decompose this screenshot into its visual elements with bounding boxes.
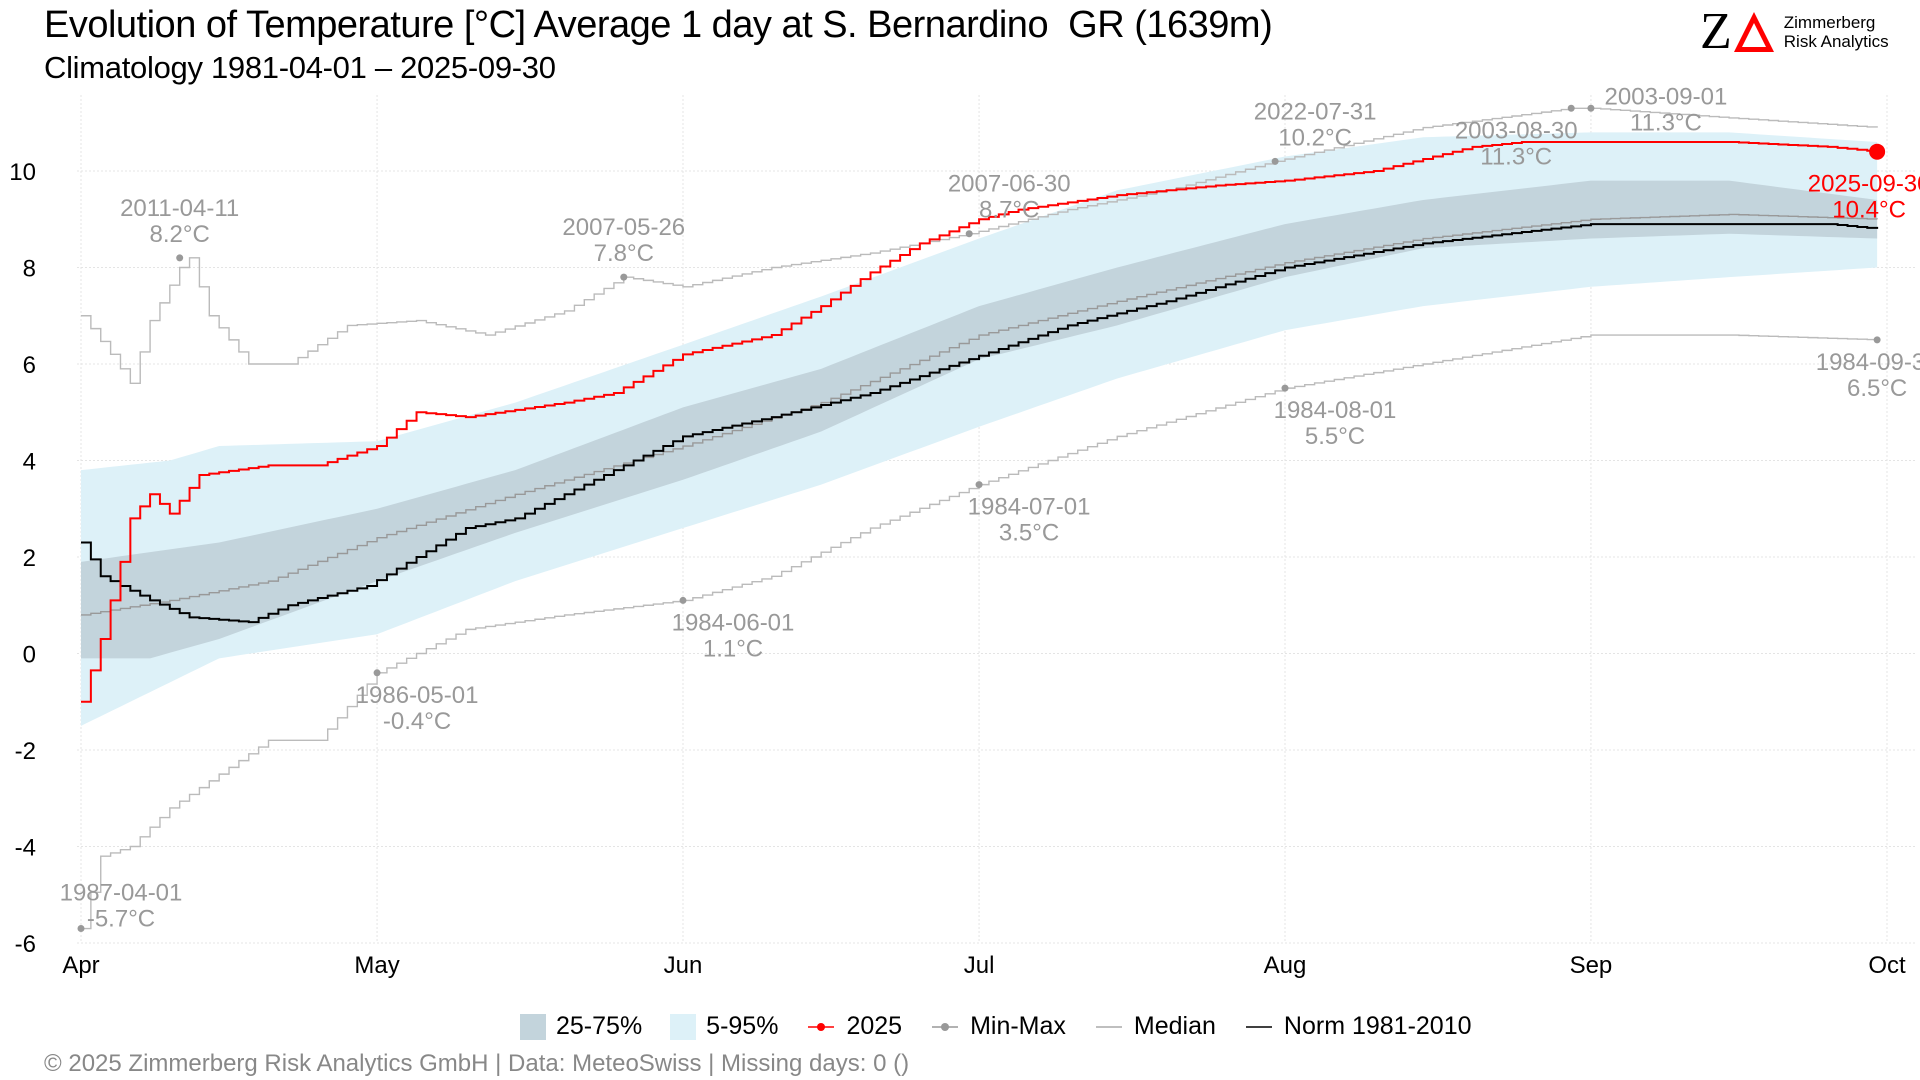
legend-swatch (520, 1013, 546, 1040)
legend: 25-75% 5-95% 2025 Min-Max Median Norm 1981-20… (520, 1012, 1486, 1041)
annotation-point (77, 925, 85, 933)
annotation-date: 2025-09-30 (1808, 171, 1920, 198)
annotation-value: 10.2°C (1278, 124, 1352, 151)
annotation-point (1873, 336, 1881, 344)
annotation-point (373, 669, 381, 677)
logo-line1: Zimmerberg (1783, 13, 1876, 32)
legend-line-icon (1095, 1025, 1122, 1028)
annotation-value: 10.4°C (1832, 197, 1906, 224)
legend-item: 5-95% (670, 1012, 778, 1041)
series-line-min (81, 334, 1878, 930)
annotation-point (1271, 157, 1279, 165)
chart-title: Evolution of Temperature [°C] Average 1 … (44, 4, 1273, 46)
annotation-date: 2003-08-30 (1455, 117, 1578, 144)
legend-label: 5-95% (706, 1012, 779, 1040)
annotation-date: 1984-09-30 (1816, 349, 1920, 376)
annotation-point (1281, 384, 1289, 392)
y-tick-label: 8 (23, 256, 36, 283)
annotation-date: 2007-05-26 (562, 214, 685, 241)
y-tick-label: -2 (15, 738, 36, 765)
company-logo: Z Zimmerberg Risk Analytics (1700, 3, 1889, 60)
annotation-value: 11.3°C (1630, 109, 1702, 136)
x-tick-label: Oct (1868, 952, 1906, 979)
legend-label: 2025 (846, 1012, 903, 1040)
annotation-point (1567, 104, 1575, 112)
annotation-date: 1984-07-01 (968, 494, 1091, 521)
y-tick-label: 6 (23, 352, 36, 379)
annotation-point (1869, 143, 1886, 160)
annotation-value: 5.5°C (1305, 423, 1365, 450)
legend-swatch (670, 1013, 697, 1040)
footer-credits: © 2025 Zimmerberg Risk Analytics GmbH | … (44, 1050, 910, 1077)
annotation-point (620, 273, 628, 281)
legend-label: Norm 1981-2010 (1283, 1012, 1472, 1040)
logo-triangle-icon (1733, 12, 1774, 52)
annotation-value: 3.5°C (999, 520, 1059, 547)
annotation-value: 7.8°C (594, 240, 654, 267)
annotation-point (1587, 104, 1595, 112)
annotation-date: 1984-06-01 (672, 609, 795, 636)
legend-label: Min-Max (970, 1012, 1066, 1040)
annotation-point (975, 481, 983, 489)
x-tick-label: Apr (62, 952, 99, 979)
annotation-value: 6.5°C (1847, 375, 1907, 402)
legend-label: 25-75% (556, 1012, 643, 1040)
band-595 (81, 132, 1878, 726)
annotation-value: -0.4°C (383, 708, 451, 735)
y-tick-label: -6 (15, 931, 36, 958)
series-line-norm-1981-2010 (81, 223, 1879, 624)
annotation-date: 2007-06-30 (948, 171, 1071, 198)
annotation-value: -5.7°C (87, 906, 155, 933)
annotation-point (679, 596, 687, 604)
legend-item: 25-75% (520, 1012, 642, 1041)
legend-line-icon (1245, 1025, 1272, 1028)
annotation-date: 1986-05-01 (356, 682, 479, 709)
annotation-value: 11.3°C (1480, 143, 1552, 170)
logo-mark: Z (1700, 3, 1732, 60)
chart-subtitle: Climatology 1981-04-01 – 2025-09-30 (44, 50, 556, 85)
y-tick-label: 2 (23, 545, 36, 572)
temperature-chart: -6 -4 -2 0 2 4 6 8 10 Apr May Jun Jul Aug Sep Oct 2011-0… (9, 83, 1920, 979)
annotation-point (176, 254, 184, 262)
legend-item: 2025 (806, 1012, 902, 1041)
y-tick-label: -4 (15, 835, 36, 862)
logo-line2: Risk Analytics (1783, 32, 1889, 51)
annotation-point (965, 230, 973, 238)
x-tick-label: Jun (664, 952, 703, 979)
legend-item: Min-Max (930, 1012, 1066, 1041)
annotation-value: 8.2°C (150, 221, 210, 248)
y-tick-label: 10 (9, 159, 36, 186)
x-tick-label: Jul (964, 952, 995, 979)
legend-label: Median (1133, 1012, 1216, 1040)
annotation-date: 2022-07-31 (1254, 98, 1377, 125)
y-tick-label: 0 (23, 642, 36, 669)
annotation-value: 1.1°C (703, 635, 763, 662)
annotation-date: 1987-04-01 (60, 880, 183, 907)
legend-item: Norm 1981-2010 (1244, 1012, 1472, 1041)
series-line-median (81, 213, 1878, 616)
annotation-value: 8.7°C (979, 197, 1039, 224)
legend-item: Median (1094, 1012, 1216, 1041)
annotation-date: 2011-04-11 (120, 195, 239, 222)
y-tick-label: 4 (23, 449, 36, 476)
annotation-date: 1984-08-01 (1274, 397, 1397, 424)
legend-line-icon (808, 1022, 835, 1031)
legend-line-icon (932, 1022, 959, 1031)
x-tick-label: May (354, 952, 399, 979)
series-line-2025 (81, 141, 1879, 703)
x-tick-label: Aug (1264, 952, 1307, 979)
band-2575 (81, 180, 1878, 659)
x-tick-label: Sep (1570, 952, 1613, 979)
annotation-date: 2003-09-01 (1605, 83, 1728, 110)
